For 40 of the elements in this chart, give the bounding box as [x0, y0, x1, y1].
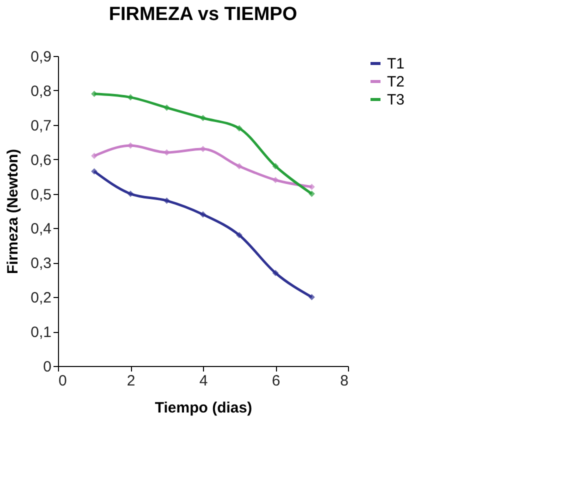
y-tick-label: 0,1	[30, 324, 52, 342]
point	[272, 163, 279, 170]
x-tick-label: 0	[58, 372, 67, 390]
point	[91, 90, 98, 98]
y-tick-label: 0,4	[30, 220, 52, 238]
point	[91, 152, 98, 160]
point	[164, 104, 170, 111]
y-axis-title: Firmeza (Newton)	[4, 148, 22, 274]
point	[200, 114, 206, 122]
legend-label: T2	[387, 74, 405, 90]
point	[308, 190, 315, 197]
x-tick-label: 4	[199, 372, 208, 390]
point	[236, 232, 242, 238]
point	[308, 294, 315, 300]
y-tick-label: 0,9	[30, 48, 52, 66]
chart-title: FIRMEZA vs TIEMPO	[108, 4, 298, 25]
point	[127, 190, 134, 197]
point	[164, 149, 170, 156]
point	[272, 176, 279, 184]
x-tick-label: 2	[126, 372, 136, 390]
y-tick-label: 0	[43, 358, 52, 376]
x-tick-label: 8	[340, 372, 348, 390]
x-axis-title: Tiempo (dias)	[154, 400, 252, 416]
x-tick-label: 6	[272, 372, 280, 390]
point	[127, 94, 134, 100]
y-tick-label: 0,6	[30, 152, 52, 169]
y-tick-label: 0,8	[30, 82, 52, 100]
y-tick-label: 0,5	[30, 186, 52, 204]
y-tick-label: 0,7	[30, 117, 52, 134]
y-tick-label: 0,2	[30, 290, 52, 307]
legend-label: T3	[387, 92, 405, 108]
point	[236, 125, 242, 132]
legend-label: T1	[387, 56, 405, 72]
point	[91, 168, 98, 175]
point	[272, 270, 279, 276]
y-tick-label: 0,3	[30, 255, 52, 272]
point	[308, 184, 315, 190]
point	[164, 198, 170, 204]
point	[236, 163, 242, 170]
point	[200, 211, 206, 218]
